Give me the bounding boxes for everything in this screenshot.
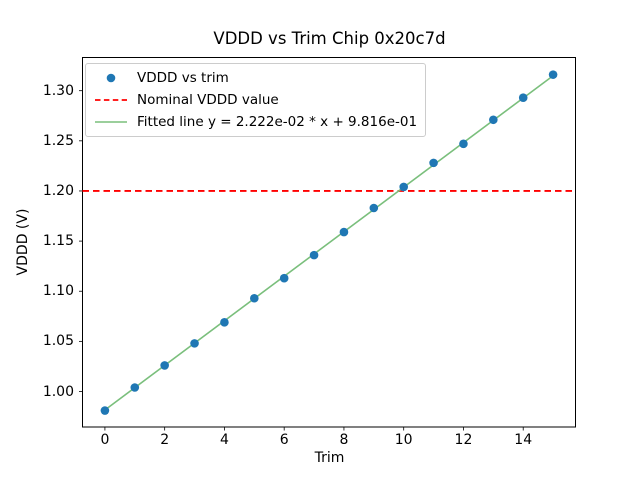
scatter-point: [220, 318, 229, 327]
fitted-line: [104, 75, 554, 411]
scatter-point: [100, 406, 110, 415]
x-axis-label: Trim: [314, 450, 345, 466]
scatter-point: [160, 361, 169, 370]
x-tick-label: 10: [394, 432, 413, 448]
scatter-point: [309, 250, 319, 260]
legend-label-scatter: VDDD vs trim: [137, 70, 229, 86]
legend-label-fit: Fitted line y = 2.222e-02 * x + 9.816e-0…: [137, 114, 418, 130]
scatter-point: [339, 227, 349, 237]
scatter-point: [250, 293, 259, 303]
scatter-marker-icon: [94, 70, 128, 86]
x-tick-label: 4: [219, 432, 229, 448]
solid-line-icon: [94, 114, 128, 130]
x-tick-label: 0: [100, 432, 110, 448]
scatter-point: [548, 70, 558, 79]
dashed-line-icon: [94, 92, 128, 108]
x-tick-label: 12: [454, 432, 473, 448]
scatter-point: [518, 93, 528, 103]
x-tick-label: 14: [514, 432, 533, 448]
y-tick-label: 1.25: [42, 132, 74, 149]
legend-dot: [106, 73, 116, 83]
scatter-point: [489, 115, 498, 125]
scatter-point: [459, 139, 468, 149]
x-tick-label: 8: [339, 432, 349, 448]
x-tick-label: 6: [279, 432, 289, 448]
legend-entry-fit: Fitted line y = 2.222e-02 * x + 9.816e-0…: [94, 111, 419, 133]
scatter-point: [130, 383, 140, 392]
legend-entry-scatter: VDDD vs trim: [94, 67, 419, 89]
legend-label-nominal: Nominal VDDD value: [137, 92, 279, 108]
chart-title: VDDD vs Trim Chip 0x20c7d: [213, 29, 446, 48]
y-tick-label: 1.20: [42, 182, 74, 199]
legend-box: VDDD vs trim Nominal VDDD value Fitted l…: [85, 63, 426, 137]
y-tick-label: 1.05: [42, 333, 74, 350]
scatter-point: [399, 182, 408, 192]
scatter-point: [279, 273, 289, 283]
y-tick-label: 1.10: [42, 283, 74, 300]
legend-entry-nominal: Nominal VDDD value: [94, 89, 419, 111]
scatter-point: [190, 339, 199, 348]
y-tick-label: 1.15: [42, 233, 74, 250]
scatter-point: [429, 158, 438, 168]
y-tick-label: 1.30: [42, 82, 74, 99]
scatter-point: [369, 203, 379, 213]
x-tick-label: 2: [160, 432, 170, 448]
y-tick-label: 1.00: [42, 383, 74, 400]
axes-frame: [82, 57, 576, 428]
